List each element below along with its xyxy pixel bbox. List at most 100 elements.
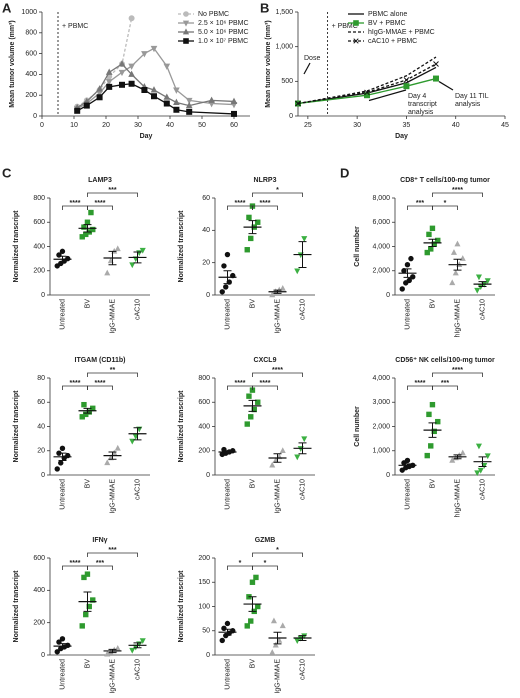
error-bar (248, 399, 257, 412)
marker (399, 286, 405, 292)
significance-bracket (252, 192, 303, 197)
y-tick-label: 0 (386, 472, 390, 479)
y-axis-label: Normalized transcript (178, 210, 185, 283)
y-axis-label: Normalized transcript (13, 210, 20, 283)
marker (269, 291, 276, 298)
error-bar (403, 463, 412, 468)
marker (79, 623, 85, 629)
error-bar (298, 241, 307, 269)
marker (272, 641, 279, 648)
x-tick-label: IgG-MMAE (274, 659, 281, 694)
significance-label: **** (452, 367, 463, 374)
marker (353, 38, 359, 44)
error-bar (428, 238, 437, 247)
marker (163, 63, 171, 70)
marker (114, 444, 121, 451)
annotation: analysis (455, 101, 481, 108)
x-axis-label: Day (140, 133, 153, 140)
error-bar (58, 255, 67, 263)
marker (139, 247, 146, 254)
marker (81, 574, 87, 581)
marker (249, 579, 256, 585)
pbmc-label: + PBMC (332, 23, 358, 30)
significance-label: **** (95, 200, 106, 207)
y-tick-label: 6,000 (372, 219, 390, 226)
marker (294, 454, 301, 461)
marker (96, 94, 103, 101)
x-tick-label: 45 (501, 122, 509, 129)
y-tick-label: 600 (33, 555, 45, 562)
y-tick-label: 600 (33, 219, 45, 226)
series-line (297, 56, 437, 105)
marker (428, 443, 434, 449)
marker (118, 60, 126, 67)
marker (253, 574, 259, 581)
significance-bracket (87, 385, 113, 390)
error-bar (223, 628, 232, 636)
marker (244, 623, 250, 629)
annotation-arrow (368, 89, 407, 102)
marker (404, 457, 411, 464)
marker (150, 45, 158, 53)
marker (208, 96, 215, 103)
x-tick-label: cAC10 (299, 299, 306, 320)
y-tick-label: 20 (202, 260, 210, 267)
x-tick-label: Untreated (59, 299, 66, 330)
y-tick-label: 1000 (21, 9, 37, 16)
marker (406, 277, 412, 284)
x-tick-label: cAC10 (299, 659, 306, 680)
marker (244, 247, 250, 253)
y-tick-label: 80 (37, 375, 45, 382)
marker (426, 231, 432, 238)
marker (183, 38, 189, 44)
legend-label: PBMC alone (368, 11, 407, 18)
marker (481, 463, 488, 469)
chart-title: CD8⁺ T cells/100-mg tumor (400, 177, 490, 184)
error-bar (478, 456, 487, 468)
x-tick-label: IgG-MMAE (109, 299, 116, 334)
marker (118, 69, 126, 77)
marker (185, 97, 193, 105)
x-tick-label: 0 (40, 122, 44, 129)
marker (429, 401, 436, 408)
error-bar (133, 642, 142, 649)
marker (270, 617, 277, 624)
marker (426, 411, 432, 418)
marker (399, 467, 405, 473)
chart-title: IFNγ (92, 537, 107, 544)
y-tick-label: 600 (198, 399, 210, 406)
annotation: Day 11 TIL (455, 93, 489, 100)
legend-label: No PBMC (198, 11, 229, 18)
x-tick-label: IgG-MMAE (274, 299, 281, 334)
annotation: transcript (408, 101, 437, 108)
marker (279, 622, 286, 629)
y-tick-label: 60 (202, 195, 210, 202)
marker (279, 285, 286, 291)
y-tick-label: 400 (198, 423, 210, 430)
y-tick-label: 0 (41, 652, 45, 659)
marker (449, 279, 456, 286)
annotation: Day 4 (408, 93, 426, 100)
significance-label: **** (272, 367, 283, 374)
marker (163, 100, 170, 107)
significance-label: **** (415, 380, 426, 387)
marker (429, 225, 436, 232)
marker (182, 28, 190, 35)
error-bar (248, 220, 257, 235)
error-bar (133, 251, 142, 264)
marker (424, 452, 430, 459)
error-bar (428, 422, 437, 438)
marker (56, 639, 62, 645)
marker (182, 20, 190, 27)
marker (119, 81, 125, 88)
significance-label: *** (416, 200, 424, 207)
x-tick-label: 20 (102, 122, 110, 129)
marker (83, 611, 89, 618)
y-tick-label: 60 (37, 399, 45, 406)
annotation-arrow (438, 81, 454, 91)
y-tick-label: 200 (198, 555, 210, 562)
significance-bracket (252, 385, 278, 390)
marker (186, 108, 193, 115)
x-tick-label: 10 (70, 122, 78, 129)
marker (403, 77, 410, 83)
